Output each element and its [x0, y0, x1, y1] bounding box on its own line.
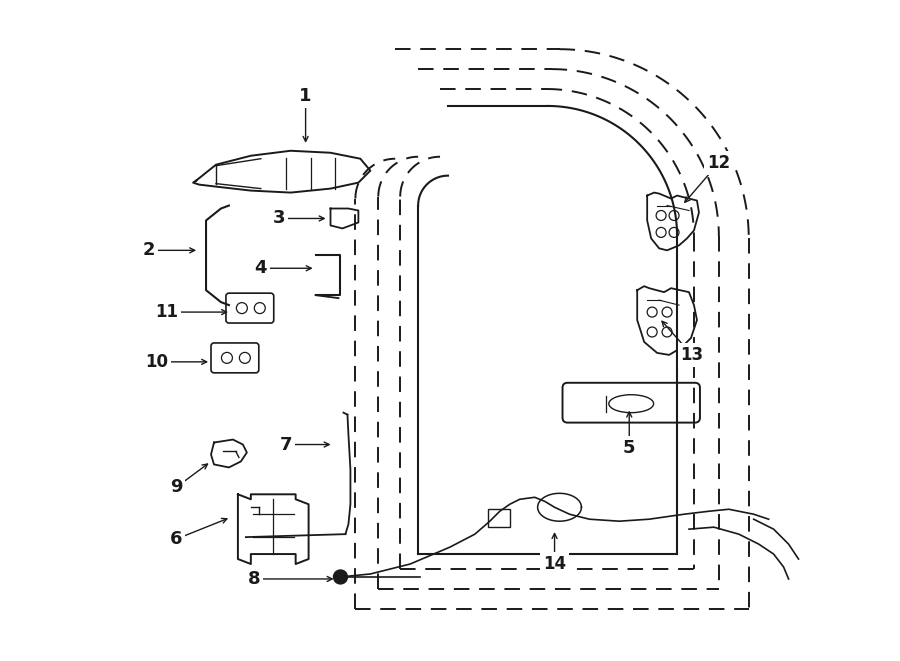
Text: 11: 11	[155, 303, 177, 321]
Text: 14: 14	[543, 555, 566, 573]
Bar	[488, 509, 509, 527]
Text: 3: 3	[273, 210, 285, 227]
FancyBboxPatch shape	[226, 293, 274, 323]
Text: 9: 9	[170, 479, 183, 496]
Text: 5: 5	[623, 438, 635, 457]
Text: 10: 10	[145, 353, 167, 371]
Text: 8: 8	[248, 570, 260, 588]
Text: 2: 2	[143, 241, 156, 259]
Text: 1: 1	[300, 87, 312, 105]
FancyBboxPatch shape	[562, 383, 700, 422]
Text: 12: 12	[707, 154, 731, 172]
Circle shape	[334, 570, 347, 584]
Text: 13: 13	[680, 346, 704, 364]
Text: 6: 6	[170, 530, 183, 548]
Ellipse shape	[608, 395, 653, 412]
FancyBboxPatch shape	[211, 343, 259, 373]
Text: 7: 7	[279, 436, 292, 453]
Text: 4: 4	[255, 259, 267, 277]
